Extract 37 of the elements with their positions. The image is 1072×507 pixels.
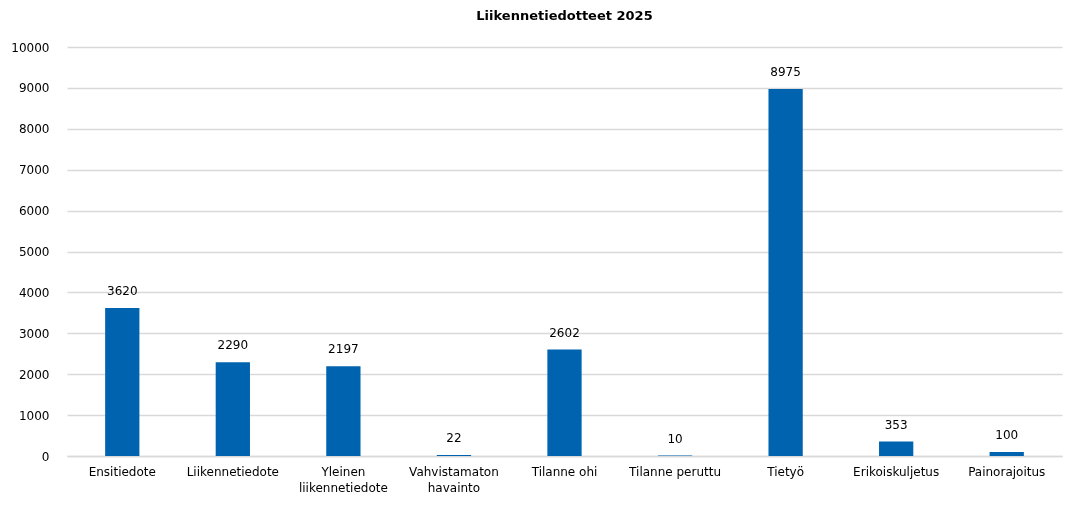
data-label: 2197 (328, 342, 359, 357)
x-tick-label: Vahvistamaton havainto (409, 464, 499, 495)
x-tick-label: Yleinen liikennetiedote (298, 464, 388, 495)
y-tick-label: 6000 (18, 204, 50, 219)
x-tick-label: Liikennetiedote (186, 464, 279, 479)
bar (768, 88, 803, 456)
y-tick-label: 3000 (18, 326, 50, 341)
bar (879, 441, 914, 456)
y-tick-label: 1000 (18, 408, 50, 423)
data-label: 353 (884, 417, 908, 432)
x-tick-label: Ensitiedote (88, 464, 156, 479)
data-label: 2290 (217, 338, 249, 353)
x-tick-label: Painorajoitus (968, 464, 1046, 479)
data-label: 22 (446, 431, 462, 446)
y-tick-label: 7000 (18, 163, 50, 178)
bar (105, 307, 140, 456)
data-label: 3620 (107, 283, 138, 298)
data-label: 8975 (770, 64, 801, 79)
data-label: 2602 (549, 325, 580, 340)
x-tick-label: Tilanne peruttu (628, 464, 722, 479)
x-tick-label: Erikoiskuljetus (853, 464, 940, 479)
y-tick-label: 2000 (18, 367, 50, 382)
y-tick-label: 5000 (18, 245, 50, 259)
data-label: 10 (667, 431, 683, 446)
bar (326, 366, 361, 456)
y-tick-label: 0 (41, 449, 50, 464)
bar (989, 451, 1024, 456)
chart-title: Liikennetiedotteet 2025 (476, 8, 653, 23)
bar (547, 349, 582, 456)
bar (215, 362, 250, 456)
y-tick-label: 10000 (11, 40, 50, 55)
y-tick-label: 9000 (18, 81, 50, 96)
x-tick-label: Tilanne ohi (530, 464, 598, 479)
x-tick-label: Tietyö (766, 464, 805, 479)
y-tick-label: 8000 (18, 122, 50, 137)
data-label: 100 (995, 427, 1019, 442)
y-tick-label: 4000 (18, 285, 50, 300)
